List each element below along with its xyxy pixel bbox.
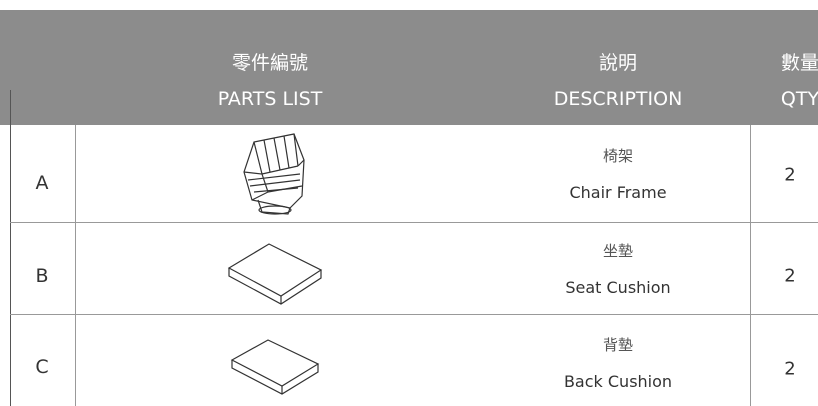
row-line xyxy=(10,314,818,315)
cushion-icon xyxy=(230,339,320,395)
description-zh: 椅架 xyxy=(602,147,634,165)
header-en: DESCRIPTION xyxy=(553,88,683,110)
table-border xyxy=(10,90,11,406)
description-en: Back Cushion xyxy=(563,372,673,391)
row-letter: C xyxy=(35,356,49,378)
quantity: 2 xyxy=(784,265,796,287)
header-zh: 數量 xyxy=(780,52,818,74)
cushion-icon xyxy=(227,243,323,305)
description-en: Chair Frame xyxy=(569,183,667,202)
column-line xyxy=(750,125,751,406)
description-zh: 背墊 xyxy=(602,336,634,354)
row-line xyxy=(10,222,818,223)
quantity: 2 xyxy=(784,164,796,186)
quantity: 2 xyxy=(784,358,796,380)
header-band xyxy=(0,10,818,125)
header-zh: 零件編號 xyxy=(231,52,309,74)
header-zh: 說明 xyxy=(598,52,638,74)
chair-icon xyxy=(243,133,305,215)
header-en: QTY xyxy=(780,88,818,110)
row-letter: B xyxy=(35,265,49,287)
header-en: PARTS LIST xyxy=(217,88,323,110)
description-zh: 坐墊 xyxy=(602,242,634,260)
row-letter: A xyxy=(35,172,49,194)
description-en: Seat Cushion xyxy=(565,278,671,297)
column-line xyxy=(75,125,76,406)
